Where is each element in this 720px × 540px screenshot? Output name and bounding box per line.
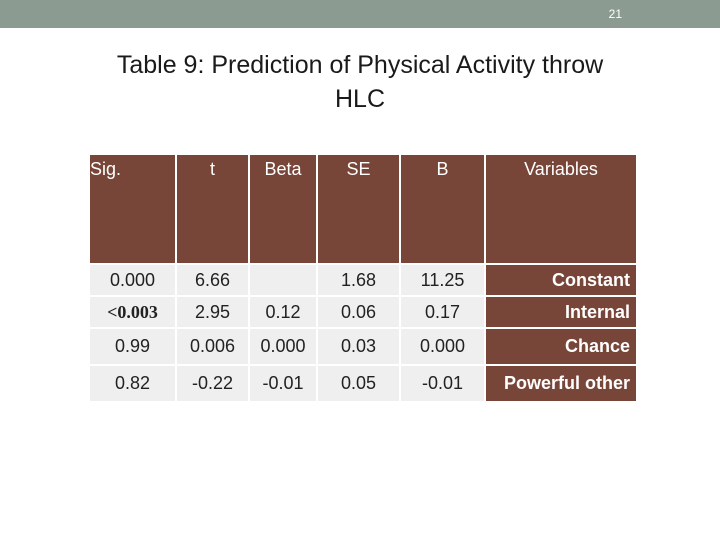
cell-sig: <0.003 [90, 295, 177, 328]
header-variables: Variables [485, 155, 636, 264]
table-row: 0.99 0.006 0.000 0.03 0.000 Chance [90, 327, 636, 365]
page-number: 21 [608, 7, 622, 21]
header-t: t [176, 155, 250, 264]
cell-sig: 0.000 [90, 263, 177, 296]
cell-se: 0.05 [317, 364, 401, 401]
cell-b: -0.01 [400, 364, 486, 401]
regression-table: Sig. t Beta SE B Variables 0.000 6.66 1.… [90, 155, 636, 401]
cell-b: 0.000 [400, 327, 486, 365]
cell-b: 11.25 [400, 263, 486, 296]
cell-beta: 0.000 [249, 327, 318, 365]
cell-t: 6.66 [176, 263, 250, 296]
title-line-2: HLC [334, 85, 385, 113]
top-bar: 21 [0, 0, 720, 28]
header-sig: Sig. [90, 155, 177, 264]
cell-sig: 0.99 [90, 327, 177, 365]
cell-se: 1.68 [317, 263, 401, 296]
cell-beta [249, 263, 318, 296]
title-line-1: Table 9: Prediction of Physical Activity… [116, 51, 604, 79]
table-header-row: Sig. t Beta SE B Variables [90, 155, 636, 264]
cell-variable: Powerful other [485, 364, 636, 401]
cell-beta: -0.01 [249, 364, 318, 401]
header-beta: Beta [249, 155, 318, 264]
cell-b: 0.17 [400, 295, 486, 328]
cell-t: -0.22 [176, 364, 250, 401]
table-row: 0.82 -0.22 -0.01 0.05 -0.01 Powerful oth… [90, 364, 636, 401]
slide-title: Table 9: Prediction of Physical Activity… [40, 48, 680, 116]
table-row: 0.000 6.66 1.68 11.25 Constant [90, 263, 636, 296]
cell-variable: Constant [485, 263, 636, 296]
cell-variable: Chance [485, 327, 636, 365]
cell-se: 0.06 [317, 295, 401, 328]
header-se: SE [317, 155, 401, 264]
cell-t: 2.95 [176, 295, 250, 328]
cell-beta: 0.12 [249, 295, 318, 328]
table-row: <0.003 2.95 0.12 0.06 0.17 Internal [90, 295, 636, 328]
cell-t: 0.006 [176, 327, 250, 365]
header-b: B [400, 155, 486, 264]
cell-variable: Internal [485, 295, 636, 328]
cell-sig: 0.82 [90, 364, 177, 401]
cell-se: 0.03 [317, 327, 401, 365]
